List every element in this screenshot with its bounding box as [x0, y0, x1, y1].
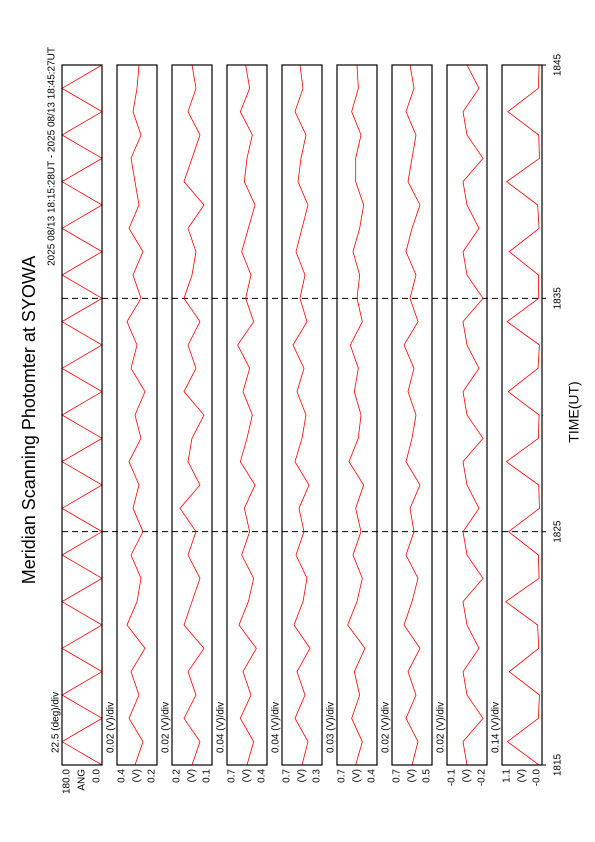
- panel-scale: 0.02 (V)/div: [106, 702, 117, 753]
- panel-frame: [61, 64, 103, 766]
- y-tick-label: 0.7: [282, 769, 293, 783]
- y-tick-label: 0.3: [312, 769, 323, 783]
- panel-unit: ANG: [77, 769, 88, 791]
- panel-unit: (V): [517, 769, 528, 782]
- y-tick-label: 180.0: [62, 769, 73, 794]
- y-tick-label: 0.4: [367, 769, 378, 783]
- data-line: [292, 64, 311, 766]
- panel-frame: [116, 64, 158, 766]
- data-line: [403, 64, 421, 766]
- panel-frame: [336, 64, 378, 766]
- y-tick-label: 0.7: [227, 769, 238, 783]
- panel-scale: 0.02 (V)/div: [161, 702, 172, 753]
- panel-scale: 0.14 (V)/div: [491, 702, 502, 753]
- y-tick-label: 0.4: [117, 769, 128, 783]
- panel-frame: [171, 64, 213, 766]
- panel-scale: 0.04 (V)/div: [216, 702, 227, 753]
- y-tick-label: 0.4: [257, 769, 268, 783]
- y-tick-label: 0.0: [92, 769, 103, 783]
- y-tick-label: 0.2: [172, 769, 183, 783]
- panel-unit: (V): [187, 769, 198, 782]
- x-tick-label: 1845: [553, 53, 564, 76]
- panel-frame: [391, 64, 433, 766]
- panel-unit: (V): [132, 769, 143, 782]
- panel-unit: (V): [352, 769, 363, 782]
- panel-scale: 0.03 (V)/div: [326, 702, 337, 753]
- y-tick-label: 1.1: [502, 769, 513, 783]
- rotated-chart: Meridian Scanning Photomter at SYOWA 202…: [19, 47, 582, 794]
- panel-scale: 0.02 (V)/div: [436, 702, 447, 753]
- panel-frame: [501, 64, 543, 766]
- y-tick-label: 0.7: [337, 769, 348, 783]
- x-axis-title: TIME(UT): [566, 381, 582, 442]
- panel-frame: [226, 64, 268, 766]
- data-line: [504, 64, 540, 766]
- y-tick-label: -0.1: [447, 769, 458, 787]
- y-tick-label: -0.2: [477, 769, 488, 787]
- panel-scale: 0.04 (V)/div: [271, 702, 282, 753]
- data-line: [462, 64, 484, 766]
- panel-unit: (V): [242, 769, 253, 782]
- panel-frame: [281, 64, 323, 766]
- panel-scale: 0.02 (V)/div: [381, 702, 392, 753]
- data-line: [347, 64, 366, 766]
- data-line: [61, 64, 103, 766]
- panel-unit: (V): [297, 769, 308, 782]
- chart-title: Meridian Scanning Photomter at SYOWA: [19, 256, 39, 584]
- panel-frame: [446, 64, 488, 766]
- x-tick-label: 1825: [553, 520, 564, 543]
- data-line: [237, 64, 257, 766]
- y-tick-label: 0.7: [392, 769, 403, 783]
- x-tick-label: 1815: [553, 753, 564, 776]
- panel-unit: (V): [462, 769, 473, 782]
- x-tick-label: 1835: [553, 287, 564, 310]
- y-tick-label: 0.2: [147, 769, 158, 783]
- panel-scale: 22.5 (deg)/div: [51, 692, 62, 753]
- panel-unit: (V): [407, 769, 418, 782]
- chart-subtitle: 2025 08/13 18:15:28UT - 2025 08/13 18:45…: [47, 47, 58, 266]
- data-line: [179, 64, 205, 766]
- y-tick-label: 0.5: [422, 769, 433, 783]
- y-tick-label: -0.0: [532, 769, 543, 787]
- y-tick-label: 0.1: [202, 769, 213, 783]
- data-line: [126, 64, 146, 766]
